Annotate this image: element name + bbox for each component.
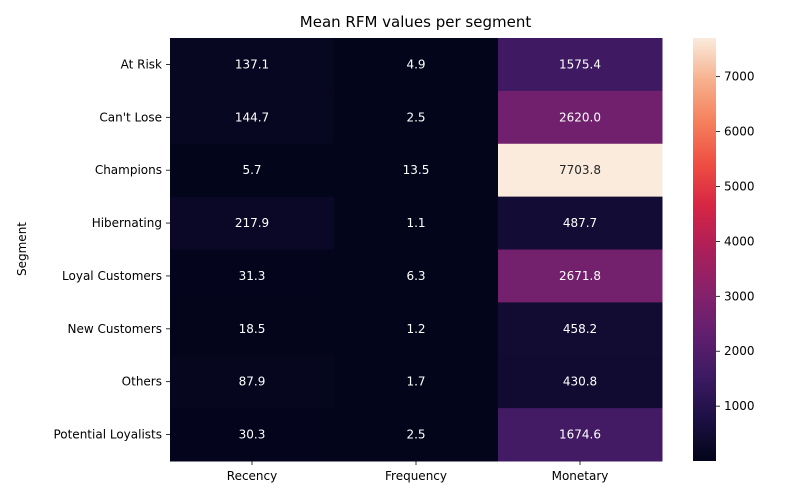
cell-value-label: 2620.0 <box>559 110 601 124</box>
cell-value-label: 217.9 <box>235 216 269 230</box>
colorbar-tick-label: 4000 <box>724 234 755 248</box>
heatmap-cell <box>334 90 499 145</box>
heatmap-cell <box>334 196 499 250</box>
x-tick-label: Monetary <box>552 469 609 483</box>
heatmap-cell <box>498 355 663 409</box>
cell-value-label: 30.3 <box>239 428 266 442</box>
heatmap-cell <box>334 38 499 92</box>
cell-value-label: 87.9 <box>239 375 266 389</box>
y-tick-label: Others <box>122 375 162 389</box>
heatmap-cell <box>334 249 499 303</box>
cell-value-label: 5.7 <box>242 163 261 177</box>
colorbar-ticks: 1000 2000 3000 4000 5000 6000 7000 <box>716 70 755 413</box>
colorbar-tick-label: 5000 <box>724 179 755 193</box>
cell-value-label: 7703.8 <box>559 163 601 177</box>
cell-value-label: 2.5 <box>406 428 425 442</box>
cell-value-label: 13.5 <box>403 163 430 177</box>
heatmap-cell <box>170 408 335 462</box>
cell-value-label: 144.7 <box>235 110 269 124</box>
cell-value-label: 2.5 <box>406 110 425 124</box>
colorbar-tick-label: 7000 <box>724 70 755 84</box>
x-tick-label: Frequency <box>385 469 447 483</box>
cell-value-label: 31.3 <box>239 269 266 283</box>
cell-value-label: 487.7 <box>563 216 597 230</box>
heatmap-cell <box>498 408 663 462</box>
heatmap-cell <box>334 355 499 409</box>
y-tick-label: Potential Loyalists <box>53 428 162 442</box>
y-tick-label: Champions <box>95 163 162 177</box>
y-tick-labels: At Risk Can't Lose Champions Hibernating Loy… <box>53 57 170 442</box>
x-tick-label: Recency <box>227 469 277 483</box>
cell-value-label: 6.3 <box>406 269 425 283</box>
heatmap-cell <box>334 408 499 462</box>
heatmap-cell <box>498 38 663 92</box>
colorbar-tick-label: 1000 <box>724 399 755 413</box>
cell-value-label: 1575.4 <box>559 57 601 71</box>
cell-value-label: 1.1 <box>406 216 425 230</box>
heatmap-cell <box>498 302 663 356</box>
colorbar: 1000 2000 3000 4000 5000 6000 7000 <box>693 38 755 461</box>
colorbar-tick-label: 3000 <box>724 289 755 303</box>
heatmap-cell <box>498 143 663 198</box>
colorbar-gradient <box>693 38 716 461</box>
heatmap-cell <box>334 302 499 356</box>
heatmap-cell <box>498 196 663 250</box>
cell-value-label: 430.8 <box>563 375 597 389</box>
y-axis-label: Segment <box>15 222 29 276</box>
x-tick-labels: Recency Frequency Monetary <box>227 461 609 483</box>
heatmap-cell <box>498 249 663 303</box>
cell-value-label: 1674.6 <box>559 428 601 442</box>
heatmap-cell <box>170 196 335 250</box>
cell-value-label: 1.7 <box>406 375 425 389</box>
y-tick-label: Hibernating <box>92 216 162 230</box>
y-tick-label: New Customers <box>67 322 162 336</box>
cell-value-label: 137.1 <box>235 57 269 71</box>
heatmap-cell <box>170 302 335 356</box>
cell-value-label: 1.2 <box>406 322 425 336</box>
heatmap-cell <box>170 143 335 198</box>
heatmap-cells: 137.1 4.9 1575.4 144.7 2.5 2620.0 5.7 13.5 7703.… <box>170 38 663 462</box>
cell-value-label: 458.2 <box>563 322 597 336</box>
heatmap-cell <box>498 90 663 145</box>
colorbar-tick-label: 6000 <box>724 125 755 139</box>
heatmap-cell <box>334 143 499 198</box>
colorbar-tick-label: 2000 <box>724 344 755 358</box>
heatmap-cell <box>170 249 335 303</box>
heatmap-cell <box>170 90 335 145</box>
y-tick-label: Can't Lose <box>99 110 162 124</box>
cell-value-label: 2671.8 <box>559 269 601 283</box>
cell-value-label: 4.9 <box>406 57 425 71</box>
heatmap-cell <box>170 355 335 409</box>
cell-value-label: 18.5 <box>239 322 266 336</box>
heatmap-cell <box>170 38 335 92</box>
chart-title: Mean RFM values per segment <box>300 13 532 31</box>
y-tick-label: At Risk <box>121 57 162 71</box>
y-tick-label: Loyal Customers <box>62 269 162 283</box>
